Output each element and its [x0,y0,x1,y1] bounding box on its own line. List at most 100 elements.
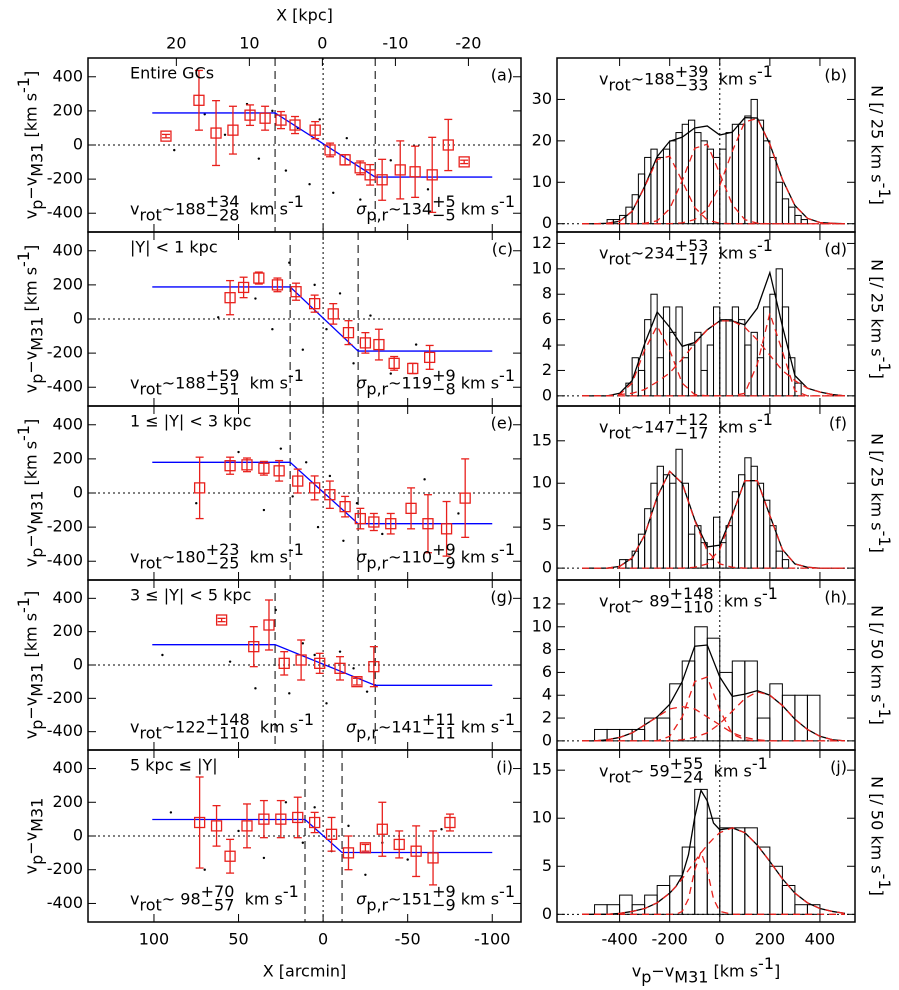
bin-marker [376,174,388,186]
x-tick-label: -400 [601,930,637,949]
gc-point [304,461,308,464]
component-curve [582,827,846,915]
y-axis-label-part: v [22,384,41,393]
x-axis-label-part: M31 [674,967,708,986]
gc-point [316,525,320,529]
x2-tick-label: 20 [166,34,186,53]
vrot-text-part: +59 [206,366,240,385]
histogram-bin [763,499,771,569]
y-tick-label: 8 [542,639,552,658]
vrot-text-part: rot [139,895,161,914]
fit-line [152,461,493,525]
histogram-bin [637,173,646,225]
bin-marker [359,337,372,349]
histogram-bin [631,550,639,569]
sigma-text-part: km s [456,374,499,393]
bin-marker [193,94,205,106]
sigma-text-part: p,r [366,553,388,572]
vrot-text-part: ~ 59 [631,762,670,781]
bin-marker [275,114,287,126]
gc-point [338,292,342,295]
vrot-text-part: −17 [675,423,709,442]
vrot-text-part: rot [608,767,630,786]
vrot-text-part: -1 [757,410,773,429]
gc-point [313,653,316,657]
component-curve [582,691,846,742]
bin-marker [354,162,366,174]
sigma-text-part: p,r [356,723,378,742]
y-axis-label-part: [km s [22,613,41,663]
y-axis-label: N [/ 25 km s-1] [868,433,895,553]
vrot-text-part: km s [703,762,751,781]
sigma-text-part: −8 [432,379,456,398]
gc-point [237,450,240,454]
y-axis-label-part: [km s [22,441,41,491]
sigma-text-part: −11 [422,723,456,742]
y-tick-label: -200 [47,688,83,707]
y-axis-label-part: -1 [875,874,894,890]
histogram-bin [687,119,696,225]
vrot-text-part: +148 [206,710,250,729]
histogram-bin [644,894,658,915]
sigma-text-part: -1 [499,710,515,729]
vrot-text-part: -1 [752,754,768,773]
bin-marker [289,119,301,131]
gc-point [325,702,328,705]
gc-point [332,191,335,194]
vrot-text-part: +53 [675,236,709,255]
y-axis-label-part: M31 [27,143,46,177]
y-tick-label: 20 [532,130,552,149]
x2-tick-label: -10 [382,34,408,53]
histogram-bin [744,115,752,225]
sigma-text-part: −5 [432,205,456,224]
vrot-text: v rot ~122 +148−110 km s -1 [130,710,314,743]
x-tick-label: 100 [139,930,170,949]
total-curve [582,644,846,742]
gc-point [342,539,345,542]
fit-line [152,818,493,854]
gc-point [381,532,384,536]
vrot-text-part: -1 [757,236,773,255]
sigma-text-part: km s [456,548,499,567]
vrot-text-part: +12 [675,410,709,429]
histogram-bin [781,559,790,569]
histogram-bin [719,319,727,397]
histogram-bin [719,827,733,915]
gc-point [217,316,220,319]
y-axis-label-part: p [27,200,46,210]
gc-point [313,806,316,809]
plot-area [557,750,855,922]
x-axis-label-part: [km s [708,962,758,981]
gc-point [313,283,316,287]
sigma-text-part: km s [456,890,499,909]
sigma-text-part: ~119 [388,374,432,393]
bin-marker [373,338,385,351]
bin-marker [253,272,265,284]
bin-marker [160,130,172,142]
y-axis-label-part: v [22,210,41,219]
histogram-bin [775,181,783,225]
sigma-text-part: +9 [432,882,456,901]
bin-marker [410,845,422,857]
histogram-bin [744,827,758,915]
bin-marker [271,279,284,291]
y-axis-label-part: ] [868,719,887,725]
vrot-text-part: km s [250,718,298,737]
fit-line [152,286,493,352]
histogram-bin [744,660,758,742]
histogram-bin [775,268,783,397]
y-tick-label: 0 [542,904,552,923]
y-tick-label: 0 [73,826,83,845]
bin-marker [324,144,336,156]
bin-marker [394,164,406,176]
bin-marker [342,847,355,859]
vrot-text-part: −24 [670,767,704,786]
bin-marker [324,489,336,501]
sigma-text: σ p,r ~119 +9−8 km s -1 [356,366,515,399]
bin-marker [424,351,436,364]
